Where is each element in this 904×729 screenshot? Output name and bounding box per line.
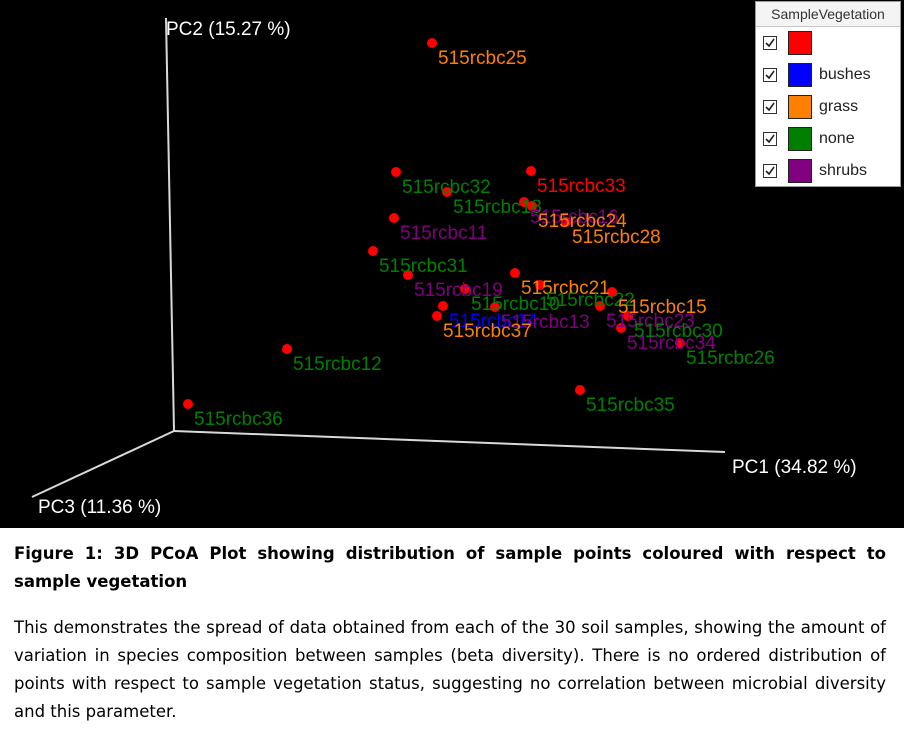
z-axis-label: PC3 (11.36 %) — [38, 497, 162, 518]
point-label: 515rcbc28 — [572, 227, 661, 248]
legend-swatch — [788, 31, 812, 55]
data-point — [535, 280, 545, 290]
checkmark-icon — [765, 102, 775, 112]
body-paragraph: This demonstrates the spread of data obt… — [14, 618, 886, 721]
axes — [31, 17, 726, 498]
data-point — [526, 166, 536, 176]
point-label: 515rcbc34 — [627, 333, 716, 354]
checkmark-icon — [765, 134, 775, 144]
legend-row[interactable]: shrubs — [756, 155, 900, 187]
pcoa-plot-area: 515rcbc25 515rcbc33 515rcbc32 515rcbc18 515r… — [0, 0, 904, 528]
data-point — [442, 187, 452, 197]
legend-label: shrubs — [819, 162, 868, 179]
point-label: 515rcbc31 — [379, 256, 468, 277]
legend-checkbox[interactable] — [763, 100, 777, 114]
checkmark-icon — [765, 38, 775, 48]
data-point — [460, 284, 470, 294]
data-point — [561, 217, 571, 227]
data-point — [575, 385, 585, 395]
legend-row[interactable]: bushes — [756, 59, 900, 91]
point-label: 515rcbc25 — [438, 48, 527, 69]
y-axis-label: PC2 (15.27 %) — [166, 19, 291, 40]
data-point — [391, 167, 401, 177]
point-label: 515rcbc26 — [686, 348, 775, 369]
data-point — [282, 344, 292, 354]
legend-row[interactable] — [756, 27, 900, 59]
pc3-axis-line — [31, 430, 175, 498]
data-point — [368, 246, 378, 256]
point-label: 515rcbc24 — [538, 211, 627, 232]
data-point — [595, 301, 605, 311]
data-point — [403, 270, 413, 280]
point-label: 515rcbc33 — [537, 176, 626, 197]
point-label: 515rcbc14 — [449, 311, 538, 332]
legend-row[interactable]: grass — [756, 91, 900, 123]
legend-checkbox[interactable] — [763, 36, 777, 50]
data-point — [527, 201, 537, 211]
data-point — [438, 301, 448, 311]
point-label: 515rcbc19 — [414, 280, 503, 301]
legend-title: SampleVegetation — [756, 2, 900, 27]
point-label: 515rcbc36 — [194, 409, 283, 430]
legend-swatch — [788, 159, 812, 183]
point-label: 515rcbc12 — [293, 354, 382, 375]
legend-checkbox[interactable] — [763, 132, 777, 146]
point-label: 515rcbc22 — [546, 290, 635, 311]
point-label: 515rcbc11 — [400, 223, 487, 244]
point-label: 515rcbc23 — [606, 311, 695, 332]
pcoa-plot: 515rcbc25515rcbc33515rcbc32515rcbc18515r… — [31, 17, 775, 498]
point-label: 515rcbc10 — [471, 294, 560, 315]
checkmark-icon — [765, 166, 775, 176]
data-point — [432, 311, 442, 321]
point-label: 515rcbc32 — [402, 177, 491, 198]
data-point — [519, 197, 529, 207]
data-point — [675, 338, 685, 348]
data-point — [510, 268, 520, 278]
legend: SampleVegetation bushes grass none shrubs — [755, 1, 901, 187]
legend-label: none — [819, 130, 855, 147]
point-labels: 515rcbc25515rcbc33515rcbc32515rcbc18515r… — [194, 48, 775, 430]
data-points — [183, 38, 685, 409]
point-label: 515rcbc21 — [521, 278, 610, 299]
point-label: 515rcbc16 — [530, 207, 619, 228]
legend-swatch — [788, 127, 812, 151]
legend-swatch — [788, 63, 812, 87]
data-point — [427, 38, 437, 48]
pc2-axis-line — [165, 17, 175, 432]
point-label: 515rcbc37 — [443, 321, 532, 342]
legend-swatch — [788, 95, 812, 119]
legend-row[interactable]: none — [756, 123, 900, 155]
data-point — [389, 213, 399, 223]
data-point — [490, 302, 500, 312]
legend-label: bushes — [819, 66, 871, 83]
point-label: 515rcbc13 — [501, 312, 590, 333]
data-point — [607, 287, 617, 297]
legend-checkbox[interactable] — [763, 164, 777, 178]
point-label: 515rcbc35 — [586, 395, 675, 416]
data-point — [623, 311, 633, 321]
point-label: 515rcbc18 — [453, 197, 542, 218]
point-label: 515rcbc15 — [618, 297, 707, 318]
x-axis-label: PC1 (34.82 %) — [732, 457, 857, 478]
data-point — [183, 399, 193, 409]
legend-checkbox[interactable] — [763, 68, 777, 82]
checkmark-icon — [765, 70, 775, 80]
legend-label: grass — [819, 98, 859, 115]
pc1-axis-line — [173, 430, 726, 453]
point-label: 515rcbc30 — [634, 321, 723, 342]
figure-caption: Figure 1: 3D PCoA Plot showing distribut… — [14, 544, 886, 591]
data-point — [616, 323, 626, 333]
